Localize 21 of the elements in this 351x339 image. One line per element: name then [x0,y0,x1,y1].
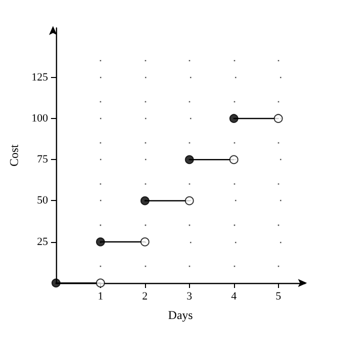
x-tick-label: 4 [231,290,238,302]
point [96,237,105,246]
point [229,114,238,123]
x-tick-label: 1 [98,290,104,302]
point [52,278,60,288]
y-axis-title: Cost [7,144,21,167]
y-tick-label: 75 [37,154,48,166]
x-tick-label: 2 [142,290,148,302]
point [140,196,150,206]
point [274,114,283,123]
x-tick-label: 3 [186,290,193,302]
point [229,155,238,164]
point [184,196,194,206]
point [184,155,194,164]
y-tick-label: 125 [32,71,48,84]
y-tick-label: 50 [37,194,48,207]
x-axis-title: Days [168,308,194,322]
point [140,237,150,246]
y-tick-label: 25 [37,236,48,248]
y-tick-label: 100 [32,112,48,124]
x-tick-label: 5 [276,290,282,302]
